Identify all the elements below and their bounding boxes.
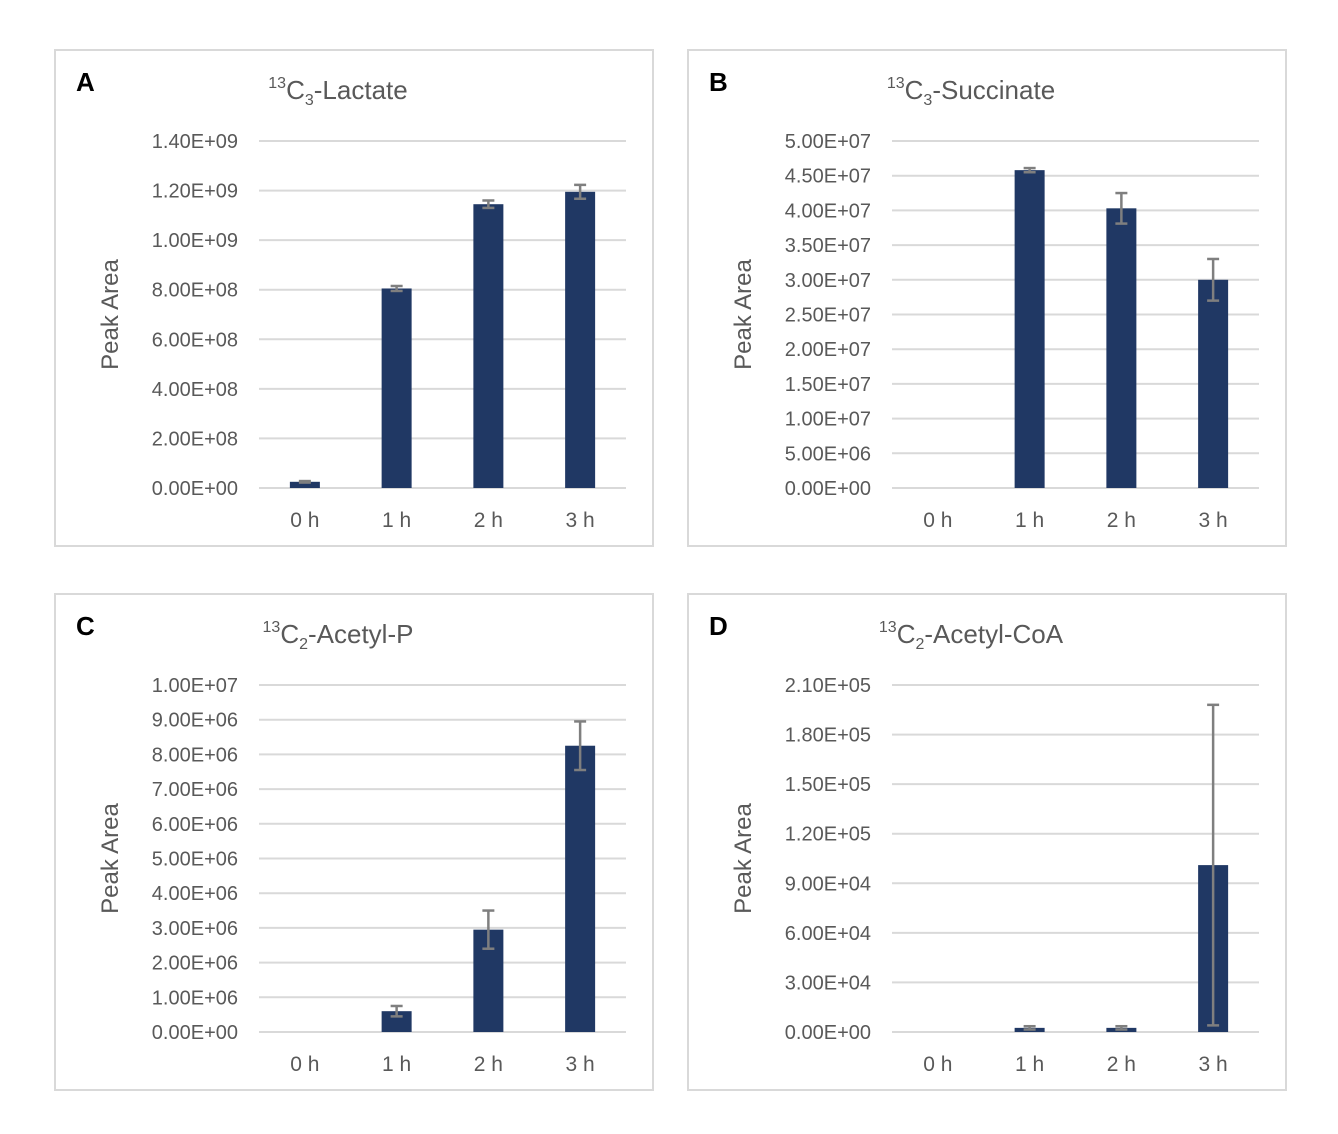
bar [1198, 279, 1229, 488]
chart-title: 13C3-Lactate [268, 75, 407, 109]
title-subscript: 3 [923, 92, 932, 109]
y-tick-label: 5.00E+06 [152, 849, 238, 871]
title-rest: -Acetyl-CoA [924, 619, 1063, 649]
x-tick-label: 0 h [290, 509, 319, 532]
chart-title: 13C2-Acetyl-CoA [879, 619, 1064, 653]
chart-panel-a: A 13C3-Lactate 0.00E+00 2.00E+08 4.00E+08 6.0… [54, 49, 654, 547]
y-tick-label: 2.00E+07 [785, 339, 871, 361]
x-tick-label: 3 h [1199, 509, 1228, 532]
title-subscript: 2 [915, 636, 924, 653]
x-tick-label: 3 h [1199, 1053, 1228, 1076]
y-tick-label: 3.00E+07 [785, 270, 871, 292]
y-tick-label: 4.50E+07 [785, 166, 871, 188]
x-tick-label: 2 h [1107, 1053, 1136, 1076]
title-rest: -Succinate [932, 75, 1055, 105]
y-tick-label: 0.00E+00 [785, 478, 871, 500]
y-tick-label: 0.00E+00 [785, 1022, 871, 1044]
chart-panel-b: B 13C3-Succinate 0.00E+00 5.00E+06 1.00E+07 1… [687, 49, 1287, 547]
y-axis-label: Peak Area [730, 258, 757, 369]
bar [381, 288, 412, 488]
panel-letter: B [709, 67, 728, 97]
title-base: C [905, 75, 924, 105]
x-tick-label: 1 h [1015, 509, 1044, 532]
bar [1014, 170, 1045, 488]
title-superscript: 13 [879, 619, 897, 636]
y-tick-label: 1.00E+06 [152, 987, 238, 1009]
y-tick-label: 5.00E+07 [785, 131, 871, 153]
x-tick-label: 3 h [566, 1053, 595, 1076]
y-axis-label: Peak Area [97, 802, 124, 913]
chart-svg-a: A 13C3-Lactate 0.00E+00 2.00E+08 4.00E+08 6.0… [76, 67, 626, 532]
x-tick-label: 0 h [923, 509, 952, 532]
y-axis-label: Peak Area [97, 258, 124, 369]
y-tick-label: 8.00E+08 [152, 280, 238, 302]
y-tick-label: 3.00E+06 [152, 918, 238, 940]
title-superscript: 13 [887, 75, 905, 92]
bar [565, 191, 596, 488]
chart-svg-c: C 13C2-Acetyl-P0.00E+001.00E+062.00E+063.… [76, 611, 626, 1076]
x-tick-label: 1 h [382, 1053, 411, 1076]
x-tick-label: 1 h [382, 509, 411, 532]
y-tick-label: 3.50E+07 [785, 235, 871, 257]
title-base: C [897, 619, 916, 649]
y-tick-label: 6.00E+04 [785, 923, 871, 945]
chart-panel-d: D 13C2-Acetyl-CoA 0.00E+00 3.00E+04 6.00E+04… [687, 593, 1287, 1091]
y-tick-label: 4.00E+08 [152, 379, 238, 401]
y-tick-label: 1.20E+09 [152, 181, 238, 203]
panel-letter: A [76, 67, 95, 97]
y-tick-label: 1.50E+07 [785, 374, 871, 396]
y-tick-label: 1.00E+07 [785, 409, 871, 431]
y-tick-label: 3.00E+04 [785, 972, 871, 994]
bar [381, 1011, 412, 1032]
y-tick-label: 7.00E+06 [152, 779, 238, 801]
x-tick-label: 0 h [290, 1053, 319, 1076]
title-base: C [280, 619, 299, 649]
y-tick-label: 1.40E+09 [152, 131, 238, 153]
y-tick-label: 2.50E+07 [785, 305, 871, 327]
y-tick-label: 9.00E+06 [152, 710, 238, 732]
x-tick-label: 2 h [1107, 509, 1136, 532]
y-tick-label: 5.00E+06 [785, 443, 871, 465]
y-tick-label: 1.80E+05 [785, 725, 871, 747]
y-tick-label: 4.00E+07 [785, 200, 871, 222]
title-subscript: 3 [305, 92, 314, 109]
x-tick-label: 0 h [923, 1053, 952, 1076]
y-tick-label: 0.00E+00 [152, 478, 238, 500]
title-superscript: 13 [268, 75, 286, 92]
y-tick-label: 1.20E+05 [785, 824, 871, 846]
y-tick-label: 1.00E+09 [152, 230, 238, 252]
chart-title: 13C3-Succinate [887, 75, 1055, 109]
y-tick-label: 1.50E+05 [785, 774, 871, 796]
title-superscript: 13 [263, 619, 281, 636]
y-tick-label: 2.10E+05 [785, 675, 871, 697]
y-tick-label: 9.00E+04 [785, 873, 871, 895]
y-tick-label: 0.00E+00 [152, 1022, 238, 1044]
y-tick-label: 2.00E+06 [152, 953, 238, 975]
title-subscript: 2 [299, 636, 308, 653]
x-tick-label: 3 h [566, 509, 595, 532]
y-tick-label: 8.00E+06 [152, 744, 238, 766]
bar [473, 204, 504, 489]
chart-svg-b: B 13C3-Succinate 0.00E+00 5.00E+06 1.00E+07 1… [709, 67, 1259, 532]
bar [289, 481, 320, 488]
x-tick-label: 1 h [1015, 1053, 1044, 1076]
chart-panel-c: C 13C2-Acetyl-P 0.00E+00 1.00E+06 2.00E+06 3.… [54, 593, 654, 1091]
title-rest: -Acetyl-P [308, 619, 413, 649]
panel-letter: D [709, 611, 728, 641]
y-tick-label: 1.00E+07 [152, 675, 238, 697]
y-tick-label: 2.00E+08 [152, 428, 238, 450]
x-tick-label: 2 h [474, 1053, 503, 1076]
x-tick-label: 2 h [474, 509, 503, 532]
panel-letter: C [76, 611, 95, 641]
title-rest: -Lactate [314, 75, 408, 105]
title-base: C [286, 75, 305, 105]
chart-title: 13C2-Acetyl-P [263, 619, 414, 653]
chart-svg-d: D 13C2-Acetyl-CoA 0.00E+00 3.00E+04 6.00E+04… [709, 611, 1259, 1076]
bar [565, 745, 596, 1032]
y-axis-label: Peak Area [730, 802, 757, 913]
y-tick-label: 6.00E+08 [152, 329, 238, 351]
y-tick-label: 6.00E+06 [152, 814, 238, 836]
bar [1106, 208, 1137, 488]
y-tick-label: 4.00E+06 [152, 883, 238, 905]
